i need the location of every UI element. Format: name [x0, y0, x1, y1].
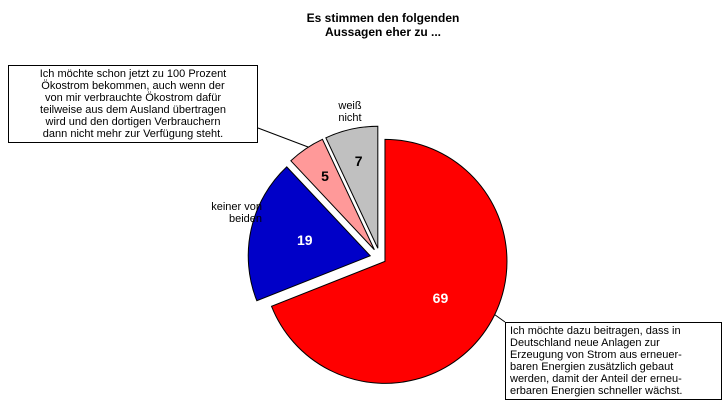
value-label: 7: [355, 153, 363, 169]
pie-slice: [325, 125, 379, 249]
chart-title: Es stimmen den folgenden Aussagen eher z…: [306, 11, 460, 39]
category-label: keiner von beiden: [211, 201, 262, 225]
connector: [257, 127, 317, 151]
value-label: 5: [321, 168, 329, 184]
category-label: Ich möchte dazu beitragen, dass in Deuts…: [505, 322, 722, 400]
pie-slice: [270, 138, 508, 384]
value-label: 69: [433, 290, 449, 306]
pie-slice: [247, 166, 372, 302]
category-label: weiß nicht: [338, 100, 362, 124]
value-label: 19: [297, 232, 313, 248]
pie-slice: [290, 138, 375, 251]
category-label: Ich möchte schon jetzt zu 100 Prozent Ök…: [8, 65, 258, 143]
